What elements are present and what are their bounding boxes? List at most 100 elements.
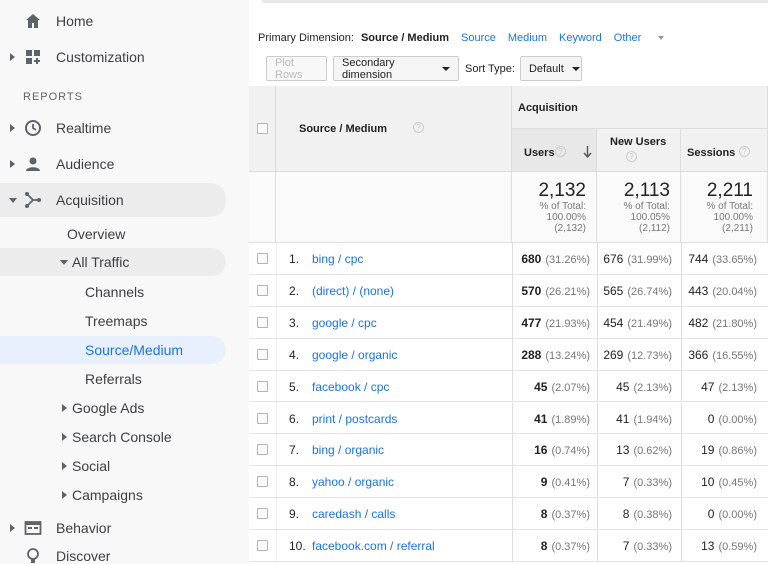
collapse-caret-icon [9, 198, 17, 203]
table-row[interactable]: 5. facebook / cpc 45 (2.07%) 45 (2.13%) 47… [249, 370, 768, 403]
nav-google-ads[interactable]: Google Ads [62, 394, 144, 422]
row-users-pct: (0.37%) [551, 509, 590, 522]
nav-audience[interactable]: Audience [0, 148, 249, 180]
row-new-users: 45 (2.13%) [616, 380, 672, 394]
row-checkbox[interactable] [257, 444, 268, 456]
nav-referrals[interactable]: Referrals [85, 371, 142, 387]
row-sessions-value: 366 [688, 347, 709, 362]
col-header-new-users[interactable]: New Users ? [597, 129, 681, 172]
dimension-medium[interactable]: Medium [507, 32, 547, 44]
dimension-source-medium[interactable]: Source / Medium [360, 32, 449, 44]
select-all-checkbox[interactable] [257, 123, 268, 134]
col-divider [512, 434, 513, 466]
secondary-dimension-dropdown[interactable]: Secondary dimension [333, 56, 459, 81]
nav-all-traffic[interactable]: All Traffic [0, 248, 226, 276]
dimension-source[interactable]: Source [461, 32, 496, 44]
row-new-users: 269 (12.73%) [603, 348, 672, 362]
row-source-link[interactable]: bing / cpc [312, 252, 364, 266]
table-row[interactable]: 7. bing / organic 16 (0.74%) 13 (0.62%) 19… [249, 434, 768, 467]
row-source-link[interactable]: bing / organic [312, 443, 385, 458]
row-source-link[interactable]: google / organic [312, 347, 398, 362]
row-new-users: 41 (1.94%) [616, 412, 672, 426]
table-toolbar: Plot Rows Secondary dimension Sort Type:… [266, 56, 582, 81]
col-divider [276, 498, 277, 530]
row-users: 288 (13.24%) [521, 348, 590, 362]
table-row[interactable]: 4. google / organic 288 (13.24%) 269 (12.7… [249, 338, 768, 371]
row-checkbox[interactable] [257, 316, 268, 328]
col-divider [276, 243, 277, 274]
help-icon[interactable]: ? [555, 146, 566, 157]
help-icon[interactable]: ? [626, 151, 637, 162]
row-number: 3. [289, 315, 300, 330]
row-checkbox[interactable] [257, 476, 268, 488]
row-checkbox[interactable] [257, 508, 268, 520]
expand-caret-icon [62, 404, 67, 412]
row-source-link[interactable]: print / postcards [312, 411, 398, 426]
expand-caret-icon [10, 524, 15, 532]
nav-customization[interactable]: Customization [0, 41, 249, 73]
row-new-users-pct: (1.94%) [633, 413, 672, 426]
table-row[interactable]: 8. yahoo / organic 9 (0.41%) 7 (0.33%) 10(… [249, 466, 768, 499]
col-header-sessions[interactable]: Sessions ? [681, 129, 768, 172]
totals-users-value: 2,132 [538, 180, 586, 201]
row-sessions: 0 (0.00%) [708, 507, 757, 521]
col-divider [681, 530, 682, 561]
row-users-pct: (0.41%) [551, 477, 590, 490]
row-source-link[interactable]: (direct) / (none) [312, 283, 395, 298]
row-sessions: 366 (16.55%) [688, 348, 757, 362]
row-new-users: 8 (0.38%) [623, 507, 672, 521]
nav-home[interactable]: Home [0, 5, 249, 37]
dimension-keyword[interactable]: Keyword [558, 32, 602, 44]
row-checkbox[interactable] [257, 412, 268, 424]
table-row[interactable]: 1. bing / cpc 680 (31.26%) 676 (31.99%) 74… [249, 243, 768, 275]
nav-acquisition[interactable]: Acquisition [0, 183, 226, 217]
row-sessions-value: 47 [701, 379, 715, 394]
nav-all-traffic-label: All Traffic [72, 254, 130, 270]
row-checkbox[interactable] [257, 253, 268, 264]
help-icon[interactable]: ? [739, 146, 750, 157]
nav-overview[interactable]: Overview [67, 226, 126, 242]
row-checkbox[interactable] [257, 540, 268, 552]
row-number: 1. [289, 252, 300, 266]
table-row[interactable]: 10. facebook.com / referral 8 (0.37%) 7 (0… [249, 530, 768, 562]
nav-treemaps[interactable]: Treemaps [85, 313, 148, 329]
table-row[interactable]: 2. (direct) / (none) 570 (26.21%) 565 (26.… [249, 274, 768, 307]
row-number: 9. [289, 507, 300, 522]
nav-realtime[interactable]: Realtime [0, 112, 249, 144]
primary-dimension-bar: Primary Dimension: Source / Medium Sourc… [258, 32, 688, 44]
row-source-link[interactable]: caredash / calls [312, 507, 396, 522]
dimension-other[interactable]: Other [614, 32, 677, 44]
nav-source-medium[interactable]: Source/Medium [0, 336, 226, 364]
row-checkbox[interactable] [257, 380, 268, 392]
table-row[interactable]: 3. google / cpc 477 (21.93%) 454 (21.49%) … [249, 306, 768, 339]
row-source-link[interactable]: yahoo / organic [312, 475, 395, 490]
row-sessions-pct: (33.65%) [712, 254, 757, 266]
nav-channels[interactable]: Channels [85, 284, 145, 300]
row-checkbox[interactable] [257, 348, 268, 360]
row-users-pct: (0.37%) [551, 541, 590, 554]
col-divider [512, 243, 513, 274]
row-new-users-pct: (12.73%) [627, 349, 672, 362]
nav-search-console[interactable]: Search Console [62, 423, 172, 451]
row-checkbox[interactable] [257, 284, 268, 296]
row-source-link[interactable]: google / cpc [312, 315, 377, 330]
row-source-link[interactable]: facebook / cpc [312, 379, 390, 394]
row-users: 680 (31.26%) [521, 252, 590, 266]
plot-rows-button[interactable]: Plot Rows [266, 56, 327, 81]
row-users: 570 (26.21%) [521, 284, 590, 298]
help-icon[interactable]: ? [413, 122, 424, 133]
nav-social[interactable]: Social [62, 452, 110, 480]
row-users-value: 477 [521, 315, 542, 330]
sort-type-dropdown[interactable]: Default [519, 56, 582, 81]
nav-discover[interactable]: Discover [0, 540, 249, 564]
table-row[interactable]: 9. caredash / calls 8 (0.37%) 8 (0.38%) 0(… [249, 498, 768, 531]
dashboard-grid-icon [26, 50, 40, 64]
col-header-source-medium[interactable]: Source / Medium ? [276, 86, 512, 172]
nav-behavior[interactable]: Behavior [0, 512, 249, 544]
table-row[interactable]: 6. print / postcards 41 (1.89%) 41 (1.94%)… [249, 402, 768, 435]
row-source-link[interactable]: facebook.com / referral [312, 539, 435, 554]
col-header-users[interactable]: Users ? [512, 129, 597, 172]
nav-campaigns[interactable]: Campaigns [62, 481, 143, 509]
row-users-pct: (0.74%) [551, 445, 590, 458]
row-new-users: 13 (0.62%) [616, 443, 672, 457]
